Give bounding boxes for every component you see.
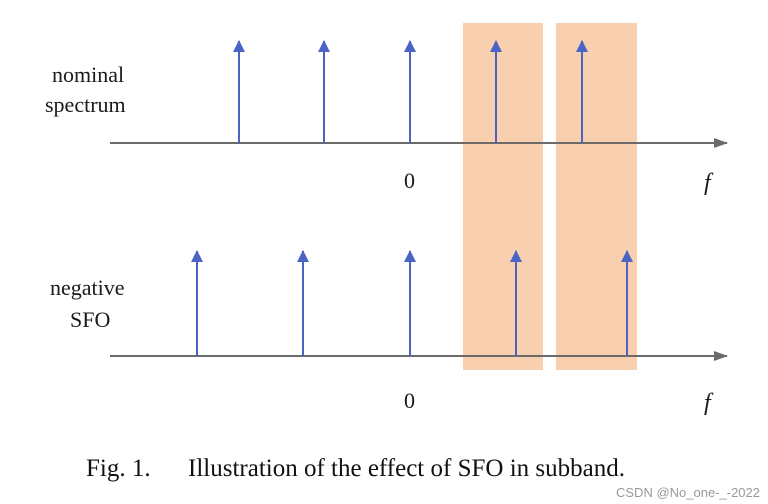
frequency-axis-label: f [704, 390, 714, 416]
row-label-line2: spectrum [45, 92, 126, 117]
subband-highlight-2 [556, 23, 637, 370]
row-label-line1: nominal [52, 62, 124, 87]
spectral-lines [233, 40, 588, 143]
subband-highlights [463, 23, 637, 370]
zero-frequency-label: 0 [404, 388, 415, 413]
figure-caption: Fig. 1. Illustration of the effect of SF… [86, 455, 625, 482]
watermark: CSDN @No_one-_-2022 [616, 485, 760, 500]
row-negative-sfo: negative SFO 0 f [50, 250, 728, 416]
caption-text: Illustration of the effect of SFO in sub… [188, 455, 625, 482]
spectral-lines [191, 250, 633, 356]
row-label-line2: SFO [70, 307, 110, 332]
row-nominal-spectrum: nominal spectrum 0 f [45, 40, 728, 196]
frequency-axis-label: f [704, 170, 714, 196]
zero-frequency-label: 0 [404, 168, 415, 193]
caption-number: Fig. 1. [86, 455, 151, 482]
subband-highlight-1 [463, 23, 543, 370]
row-label-line1: negative [50, 275, 125, 300]
